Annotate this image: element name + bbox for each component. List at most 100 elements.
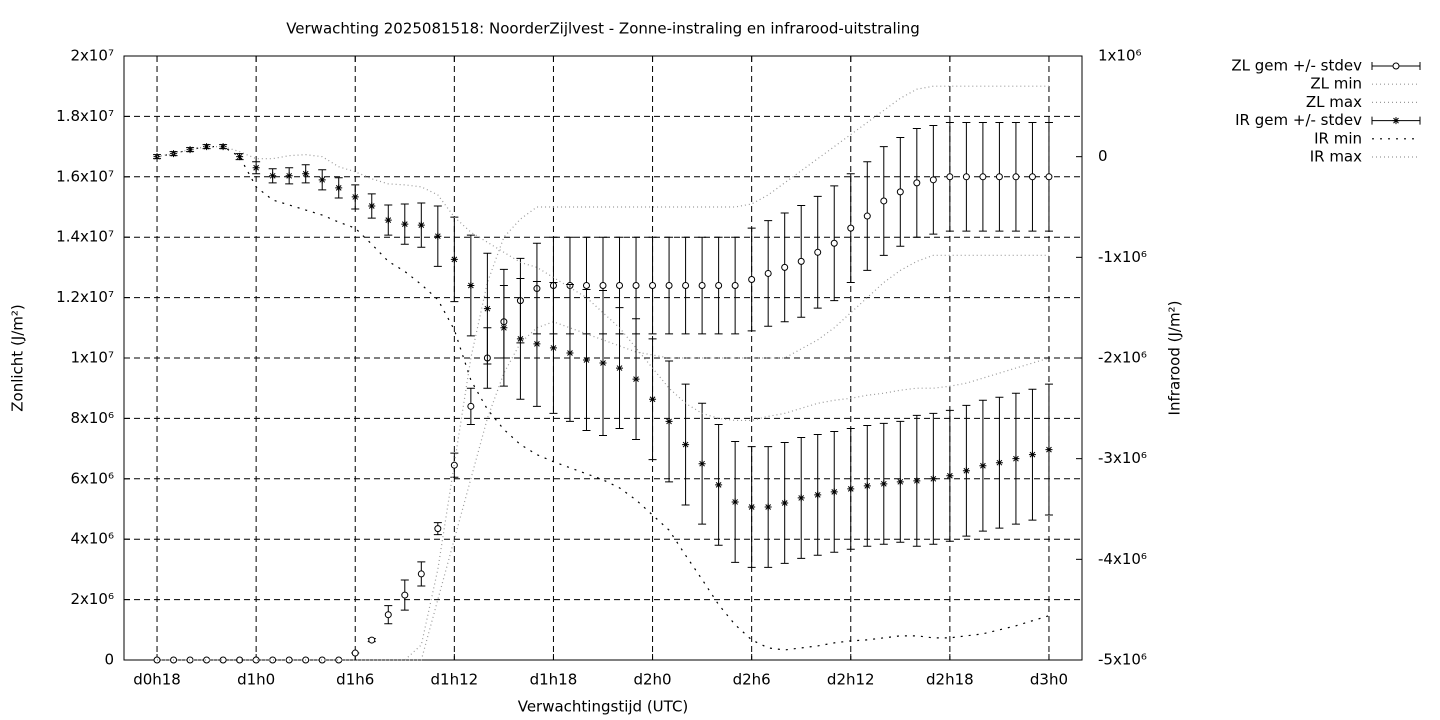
marker: [318, 176, 326, 184]
marker: [599, 282, 607, 290]
y-tick-label: 1.2x10⁷: [56, 288, 114, 306]
marker: [979, 462, 987, 470]
marker: [252, 656, 260, 664]
y-tick-label: 1.8x10⁷: [56, 107, 114, 125]
marker: [269, 172, 277, 180]
marker: [1012, 455, 1020, 463]
marker: [814, 248, 822, 256]
marker: [351, 193, 359, 201]
marker: [797, 257, 805, 265]
marker: [995, 173, 1003, 181]
marker: [384, 216, 392, 224]
legend-label: ZL max: [1306, 93, 1362, 111]
y-tick-label: 1x10⁷: [70, 349, 114, 367]
y-axis-label: Zonlicht (J/m²): [9, 304, 27, 412]
x-axis-label: Verwachtingstijd (UTC): [518, 698, 689, 716]
marker: [962, 173, 970, 181]
marker: [896, 188, 904, 196]
x-tick-label: d2h12: [827, 671, 875, 689]
y-tick-label: 6x10⁶: [70, 469, 114, 487]
marker: [698, 282, 706, 290]
marker: [1392, 62, 1400, 70]
marker: [946, 472, 954, 480]
x-tick-label: d2h6: [733, 671, 771, 689]
marker: [830, 239, 838, 247]
x-tick-label: d1h6: [336, 671, 374, 689]
y-tick-label: 2x10⁶: [70, 590, 114, 608]
marker: [698, 460, 706, 468]
y-tick-label: 1.4x10⁷: [56, 228, 114, 246]
legend-label: ZL min: [1310, 75, 1362, 93]
marker: [715, 282, 723, 290]
marker: [616, 364, 624, 372]
marker: [863, 482, 871, 490]
marker: [715, 481, 723, 489]
y-tick-label: 8x10⁶: [70, 409, 114, 427]
marker: [649, 282, 657, 290]
marker: [516, 335, 524, 343]
marker: [979, 173, 987, 181]
marker: [929, 176, 937, 184]
marker: [599, 359, 607, 367]
marker: [896, 478, 904, 486]
marker: [946, 173, 954, 181]
y-tick-label: 0: [104, 651, 114, 669]
y2-tick-label: -2x10⁶: [1098, 349, 1147, 367]
x-tick-label: d2h18: [926, 671, 974, 689]
x-tick-label: d1h18: [530, 671, 578, 689]
marker: [401, 220, 409, 228]
marker: [549, 344, 557, 352]
x-tick-label: d1h0: [237, 671, 275, 689]
marker: [368, 202, 376, 210]
marker: [302, 170, 310, 178]
y2-tick-label: 0: [1098, 147, 1108, 165]
marker: [219, 656, 227, 664]
marker: [186, 656, 194, 664]
marker: [533, 340, 541, 348]
legend-label: ZL gem +/- stdev: [1231, 57, 1362, 75]
y2-tick-label: -3x10⁶: [1098, 449, 1147, 467]
series-line: [157, 85, 1049, 661]
marker: [764, 503, 772, 511]
marker: [269, 656, 277, 664]
marker: [731, 498, 739, 506]
marker: [236, 656, 244, 664]
marker: [582, 282, 590, 290]
series-line: [156, 146, 1050, 651]
marker: [467, 402, 475, 410]
marker: [566, 349, 574, 357]
marker: [1028, 451, 1036, 459]
y-tick-label: 1.6x10⁷: [56, 167, 114, 185]
marker: [814, 491, 822, 499]
marker: [632, 282, 640, 290]
marker: [384, 611, 392, 619]
marker: [962, 467, 970, 475]
marker: [847, 485, 855, 493]
x-tick-label: d1h12: [431, 671, 479, 689]
marker: [285, 172, 293, 180]
marker: [863, 212, 871, 220]
marker: [483, 305, 491, 313]
marker: [582, 356, 590, 364]
marker: [731, 282, 739, 290]
marker: [665, 282, 673, 290]
marker: [500, 324, 508, 332]
y2-tick-label: -5x10⁶: [1098, 651, 1147, 669]
marker: [203, 143, 211, 151]
marker: [880, 197, 888, 205]
marker: [219, 143, 227, 151]
marker: [913, 477, 921, 485]
marker: [203, 656, 211, 664]
marker: [335, 184, 343, 192]
marker: [401, 591, 409, 599]
marker: [649, 395, 657, 403]
marker: [450, 255, 458, 263]
y2-tick-label: -4x10⁶: [1098, 550, 1147, 568]
marker: [880, 480, 888, 488]
y-tick-label: 4x10⁶: [70, 530, 114, 548]
marker: [335, 656, 343, 664]
x-tick-label: d3h0: [1030, 671, 1068, 689]
marker: [781, 499, 789, 507]
